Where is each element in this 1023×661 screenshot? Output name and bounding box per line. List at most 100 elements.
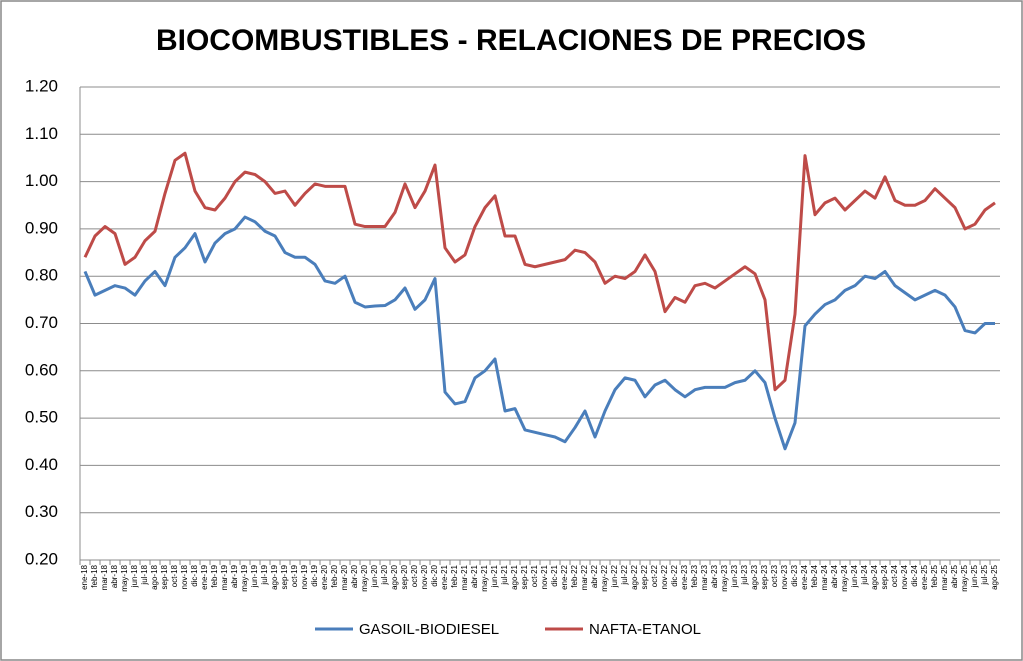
x-tick-label: jul-19	[260, 564, 269, 585]
x-tick-label: feb-20	[330, 564, 339, 587]
x-tick-label: jul-22	[620, 564, 629, 585]
x-tick-label: dic-24	[910, 564, 919, 586]
x-tick-label: feb-18	[90, 564, 99, 587]
y-tick-label: 0.70	[25, 313, 58, 332]
x-tick-label: jun-25	[970, 564, 979, 588]
x-tick-label: abr-23	[710, 564, 719, 588]
x-tick-label: abr-25	[950, 564, 959, 588]
x-tick-label: nov-23	[780, 564, 789, 589]
x-tick-label: feb-19	[210, 564, 219, 587]
x-tick-label: ago-18	[150, 564, 159, 589]
y-tick-label: 0.30	[25, 502, 58, 521]
x-tick-label: mar-19	[220, 564, 229, 590]
x-tick-label: ene-23	[680, 564, 689, 589]
x-tick-label: abr-22	[590, 564, 599, 588]
x-tick-label: jun-23	[730, 564, 739, 588]
x-tick-label: feb-22	[570, 564, 579, 587]
x-tick-label: mar-21	[460, 564, 469, 590]
x-tick-label: nov-19	[300, 564, 309, 589]
x-tick-label: mar-18	[100, 564, 109, 590]
x-tick-label: ago-22	[630, 564, 639, 589]
x-tick-label: mar-20	[340, 564, 349, 590]
x-tick-label: abr-21	[470, 564, 479, 588]
x-tick-label: sep-18	[160, 564, 169, 589]
x-tick-label: sep-23	[760, 564, 769, 589]
x-tick-label: oct-18	[170, 564, 179, 587]
legend-label: NAFTA-ETANOL	[589, 621, 701, 638]
x-tick-label: nov-20	[420, 564, 429, 589]
x-tick-label: oct-22	[650, 564, 659, 587]
x-tick-label: jun-18	[130, 564, 139, 588]
chart-title: BIOCOMBUSTIBLES - RELACIONES DE PRECIOS	[156, 24, 866, 57]
x-tick-label: jun-20	[370, 564, 379, 588]
x-tick-label: dic-19	[310, 564, 319, 586]
x-tick-label: jul-18	[140, 564, 149, 585]
x-tick-label: may-23	[720, 564, 729, 591]
x-tick-label: nov-22	[660, 564, 669, 589]
x-tick-label: feb-25	[930, 564, 939, 587]
x-tick-label: may-25	[960, 564, 969, 591]
x-tick-label: ago-23	[750, 564, 759, 589]
y-tick-label: 0.60	[25, 360, 58, 379]
x-tick-label: may-18	[120, 564, 129, 591]
x-tick-label: ene-21	[440, 564, 449, 589]
x-tick-label: abr-24	[830, 564, 839, 588]
x-tick-label: abr-19	[230, 564, 239, 588]
x-tick-label: mar-24	[820, 564, 829, 590]
y-tick-label: 0.20	[25, 549, 58, 568]
x-tick-label: oct-19	[290, 564, 299, 587]
x-tick-label: ene-24	[800, 564, 809, 589]
x-tick-label: abr-20	[350, 564, 359, 588]
x-tick-label: ene-25	[920, 564, 929, 589]
x-tick-label: ene-19	[200, 564, 209, 589]
series-line	[83, 151, 996, 392]
y-tick-label: 0.80	[25, 266, 58, 285]
x-tick-label: ago-19	[270, 564, 279, 589]
x-tick-label: ene-18	[80, 564, 89, 589]
x-tick-label: ago-21	[510, 564, 519, 589]
x-tick-label: oct-23	[770, 564, 779, 587]
y-tick-label: 0.50	[25, 408, 58, 427]
x-tick-label: nov-21	[540, 564, 549, 589]
x-tick-label: feb-23	[690, 564, 699, 587]
series-line	[83, 215, 995, 451]
x-tick-label: may-22	[600, 564, 609, 591]
x-tick-label: dic-22	[670, 564, 679, 586]
x-tick-label: sep-20	[400, 564, 409, 589]
x-tick-label: jun-22	[610, 564, 619, 588]
y-tick-label: 1.10	[25, 124, 58, 143]
x-tick-label: ago-20	[390, 564, 399, 589]
x-tick-label: oct-24	[890, 564, 899, 587]
x-tick-label: jul-20	[380, 564, 389, 585]
x-tick-label: may-19	[240, 564, 249, 591]
x-tick-label: dic-20	[430, 564, 439, 586]
x-tick-label: oct-21	[530, 564, 539, 587]
y-tick-label: 1.20	[25, 76, 58, 95]
y-tick-label: 0.40	[25, 455, 58, 474]
x-tick-label: may-21	[480, 564, 489, 591]
x-tick-label: sep-24	[880, 564, 889, 589]
x-tick-label: abr-18	[110, 564, 119, 588]
legend-label: GASOIL-BIODIESEL	[359, 621, 499, 638]
x-tick-label: jun-21	[490, 564, 499, 588]
x-tick-label: jul-21	[500, 564, 509, 585]
x-tick-label: sep-21	[520, 564, 529, 589]
x-tick-label: nov-24	[900, 564, 909, 589]
x-tick-label: ene-20	[320, 564, 329, 589]
x-tick-label: oct-20	[410, 564, 419, 587]
x-tick-label: sep-22	[640, 564, 649, 589]
x-tick-label: jul-24	[860, 564, 869, 585]
x-tick-label: dic-21	[550, 564, 559, 586]
x-tick-label: jun-19	[250, 564, 259, 588]
y-tick-label: 1.00	[25, 171, 58, 190]
x-tick-label: may-24	[840, 564, 849, 591]
x-tick-label: nov-18	[180, 564, 189, 589]
x-tick-label: dic-23	[790, 564, 799, 586]
x-tick-label: sep-19	[280, 564, 289, 589]
x-tick-label: ago-24	[870, 564, 879, 589]
x-tick-label: dic-18	[190, 564, 199, 586]
x-tick-label: may-20	[360, 564, 369, 591]
x-tick-label: ago-25	[990, 564, 999, 589]
